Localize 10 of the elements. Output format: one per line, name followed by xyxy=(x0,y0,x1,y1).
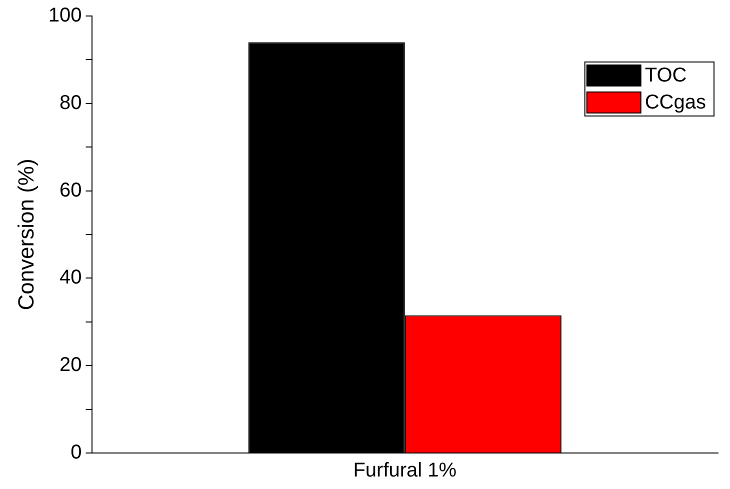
y-tick-label: 60 xyxy=(60,179,82,202)
y-tick-label: 20 xyxy=(60,354,82,376)
legend-label: CCgas xyxy=(644,92,706,114)
y-tick-label: 0 xyxy=(70,442,82,464)
legend-label: TOC xyxy=(644,64,687,87)
y-tick-label: 80 xyxy=(60,92,82,114)
y-tick-label: 40 xyxy=(60,266,82,289)
x-tick-label: Furfural 1% xyxy=(353,460,457,482)
y-axis-title: Conversion (%) xyxy=(13,158,38,310)
y-tick-label: 100 xyxy=(48,4,82,27)
